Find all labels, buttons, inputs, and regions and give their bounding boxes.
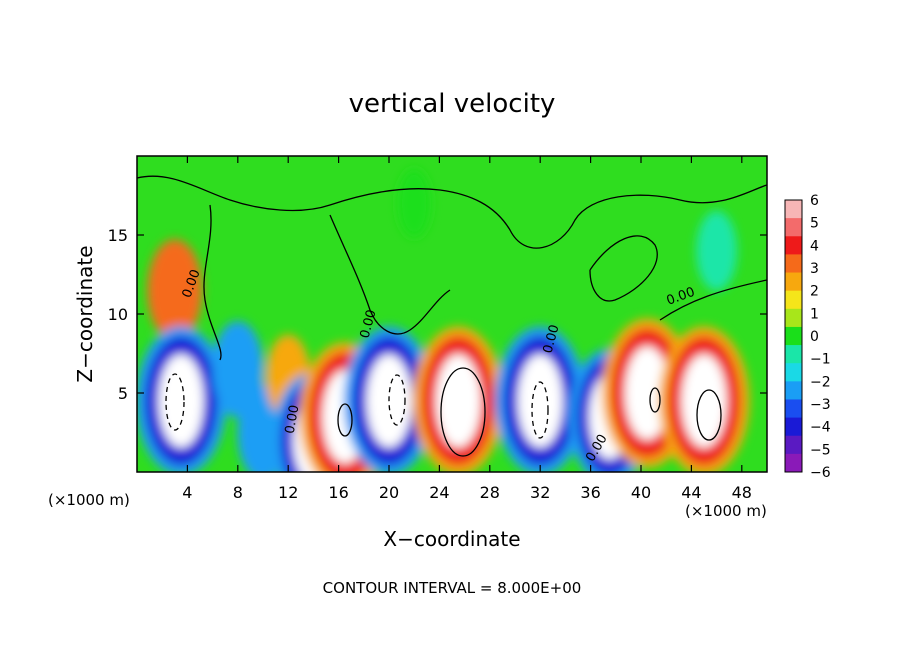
- colorbar-tick-label: −6: [810, 465, 831, 481]
- colorbar-tick-label: −3: [810, 397, 831, 413]
- colorbar-swatch: [785, 308, 802, 328]
- colorbar-swatch: [785, 399, 802, 419]
- x-tick-label: 44: [681, 483, 701, 502]
- x-tick-label: 28: [480, 483, 500, 502]
- x-tick-label: 12: [278, 483, 298, 502]
- velocity-blob: [397, 169, 432, 238]
- colorbar-swatch: [785, 453, 802, 473]
- x-tick-label: 36: [580, 483, 600, 502]
- contour-interval-footer: CONTOUR INTERVAL = 8.000E+00: [323, 579, 582, 597]
- contour-neg-32: [531, 381, 549, 439]
- colorbar-swatch: [785, 290, 802, 310]
- y-axis: 5 10 15: [108, 226, 767, 403]
- velocity-blob: [147, 239, 203, 342]
- x-axis: 4 8 12 16 20 24 28 32 36 40 44 48: [182, 156, 752, 502]
- zero-contour-right2: [659, 279, 767, 321]
- y-tick-label: 15: [108, 226, 128, 245]
- x-axis-label: X−coordinate: [383, 527, 520, 551]
- colorbar-tick-label: −1: [810, 352, 831, 368]
- colorbar-tick-label: 5: [810, 216, 819, 232]
- colorbar-tick-label: 4: [810, 238, 819, 254]
- contour-neg-20: [388, 374, 406, 426]
- colorbar-swatch: [785, 363, 802, 382]
- velocity-core: [517, 354, 563, 448]
- velocity-blob: [696, 210, 738, 291]
- velocity-field: [137, 169, 750, 472]
- colorbar-swatch: [785, 236, 802, 255]
- x-tick-label: 32: [530, 483, 550, 502]
- contour-core-40: [649, 387, 661, 413]
- chart-title: vertical velocity: [349, 89, 556, 119]
- colorbar-tick-label: −4: [810, 420, 831, 436]
- colorbar-tick-label: −5: [810, 442, 831, 458]
- x-unit-left: (×1000 m): [48, 491, 130, 509]
- velocity-core: [435, 354, 481, 448]
- y-axis-label: Z−coordinate: [73, 245, 97, 382]
- contour-core-24: [440, 367, 486, 457]
- velocity-core: [681, 354, 727, 448]
- y-tick-label: 10: [108, 305, 128, 324]
- x-tick-label: 16: [328, 483, 348, 502]
- colorbar-swatch: [785, 200, 802, 219]
- colorbar-tick-label: 3: [810, 261, 819, 277]
- colorbar-tick-label: −2: [810, 374, 831, 390]
- colorbar-swatch: [785, 218, 802, 237]
- colorbar-swatch: [785, 254, 802, 274]
- colorbar-swatch: [785, 326, 802, 346]
- plot-area: 0.00 0.000.00 0.000.000.00: [137, 156, 767, 472]
- contour-label: 0.00: [358, 308, 380, 340]
- contour-neg-4: [165, 373, 185, 431]
- x-tick-label: 20: [379, 483, 399, 502]
- zero-contour-upper: [137, 175, 767, 249]
- velocity-core: [158, 354, 204, 448]
- contour-core-44: [696, 389, 722, 441]
- colorbar-tick-label: 0: [810, 329, 819, 345]
- x-tick-label: 8: [233, 483, 243, 502]
- x-tick-label: 24: [429, 483, 449, 502]
- colorbar-frame: [784, 199, 803, 473]
- zero-contour-right: [589, 235, 658, 302]
- colorbar-swatch: [785, 345, 802, 364]
- x-unit-right: (×1000 m): [685, 502, 767, 520]
- x-tick-label: 40: [631, 483, 651, 502]
- zero-contour-left: [203, 204, 222, 361]
- x-tick-label: 48: [732, 483, 752, 502]
- colorbar-swatch: [785, 381, 802, 400]
- colorbar-swatch: [785, 435, 802, 455]
- zero-contours: [137, 175, 767, 457]
- x-tick-label: 4: [182, 483, 192, 502]
- colorbar-tick-label: 2: [810, 284, 819, 300]
- colorbar: 6 5 4 3 2 1 0 −1 −2 −3 −4 −5 −6: [784, 193, 831, 481]
- colorbar-swatch: [785, 417, 802, 437]
- y-tick-label: 5: [118, 384, 128, 403]
- contour-label: 0.00: [541, 323, 563, 355]
- contour-label: 0.00: [283, 404, 303, 435]
- velocity-core: [624, 346, 670, 440]
- colorbar-swatch: [785, 272, 802, 292]
- contour-core-16: [337, 403, 353, 437]
- colorbar-tick-label: 1: [810, 306, 819, 322]
- colorbar-tick-label: 6: [810, 193, 819, 209]
- zero-contour-mid: [329, 214, 451, 335]
